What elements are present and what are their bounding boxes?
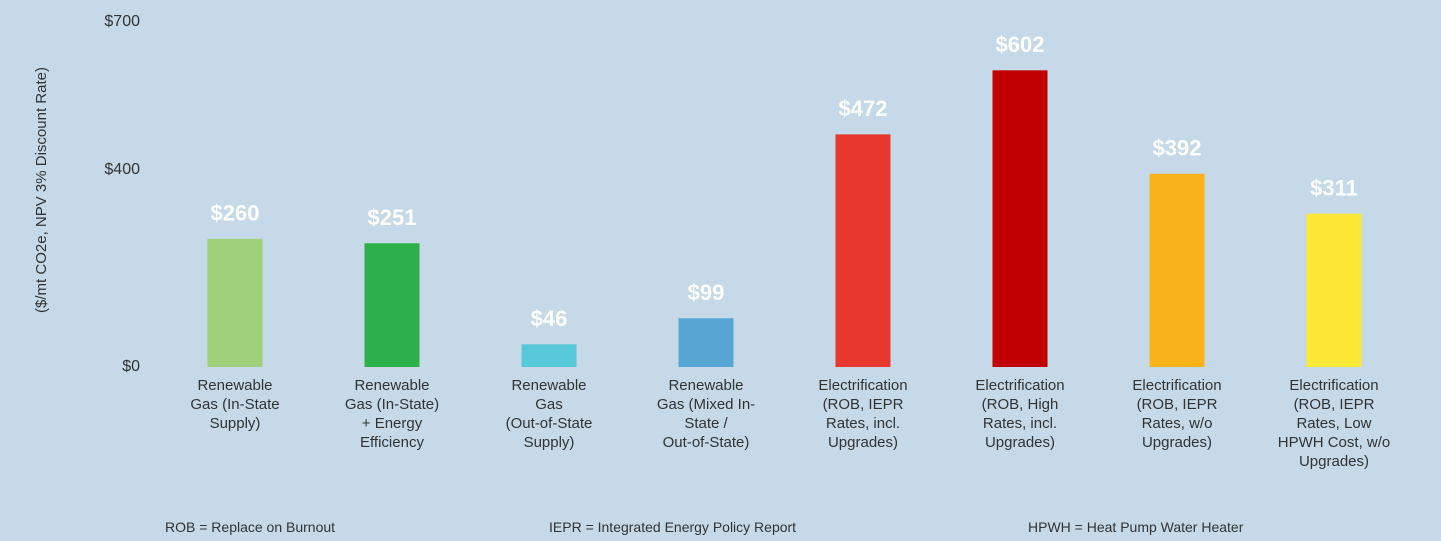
bar bbox=[1306, 213, 1362, 367]
y-tick-label: $400 bbox=[104, 161, 140, 178]
y-tick-label: $0 bbox=[122, 358, 140, 375]
x-tick-label: Electrification (ROB, IEPR Rates, incl. … bbox=[818, 377, 908, 451]
bar bbox=[678, 318, 734, 367]
x-tick-label: Renewable Gas (In-State) + Energy Effici… bbox=[344, 377, 440, 451]
data-label: $99 bbox=[688, 280, 725, 305]
data-label: $602 bbox=[996, 32, 1045, 57]
data-label: $472 bbox=[839, 96, 888, 121]
x-tick-label: Renewable Gas (Out-of-State Supply) bbox=[505, 377, 593, 451]
x-tick-label: Renewable Gas (Mixed In- State / Out-of-… bbox=[656, 377, 756, 451]
x-tick-label: Electrification (ROB, IEPR Rates, Low HP… bbox=[1277, 377, 1391, 470]
data-label: $251 bbox=[368, 205, 417, 230]
bar bbox=[992, 70, 1048, 368]
x-tick-label: Electrification (ROB, High Rates, incl. … bbox=[975, 377, 1065, 451]
bar bbox=[835, 134, 891, 367]
x-tick-label: Renewable Gas (In-State Supply) bbox=[190, 377, 280, 432]
data-label: $46 bbox=[531, 306, 568, 331]
bar bbox=[1149, 173, 1205, 367]
bar bbox=[364, 243, 420, 367]
footnote: IEPR = Integrated Energy Policy Report bbox=[549, 519, 797, 535]
footnote: ROB = Replace on Burnout bbox=[165, 519, 336, 535]
bar bbox=[521, 344, 577, 367]
data-label: $392 bbox=[1153, 136, 1202, 161]
footnote: HPWH = Heat Pump Water Heater bbox=[1028, 519, 1244, 535]
y-axis-label: ($/mt CO2e, NPV 3% Discount Rate) bbox=[33, 67, 50, 313]
x-tick-label: Electrification (ROB, IEPR Rates, w/o Up… bbox=[1132, 377, 1222, 451]
data-label: $311 bbox=[1310, 176, 1358, 201]
bar bbox=[207, 238, 263, 367]
y-tick-label: $700 bbox=[104, 13, 140, 30]
data-label: $260 bbox=[211, 201, 260, 226]
